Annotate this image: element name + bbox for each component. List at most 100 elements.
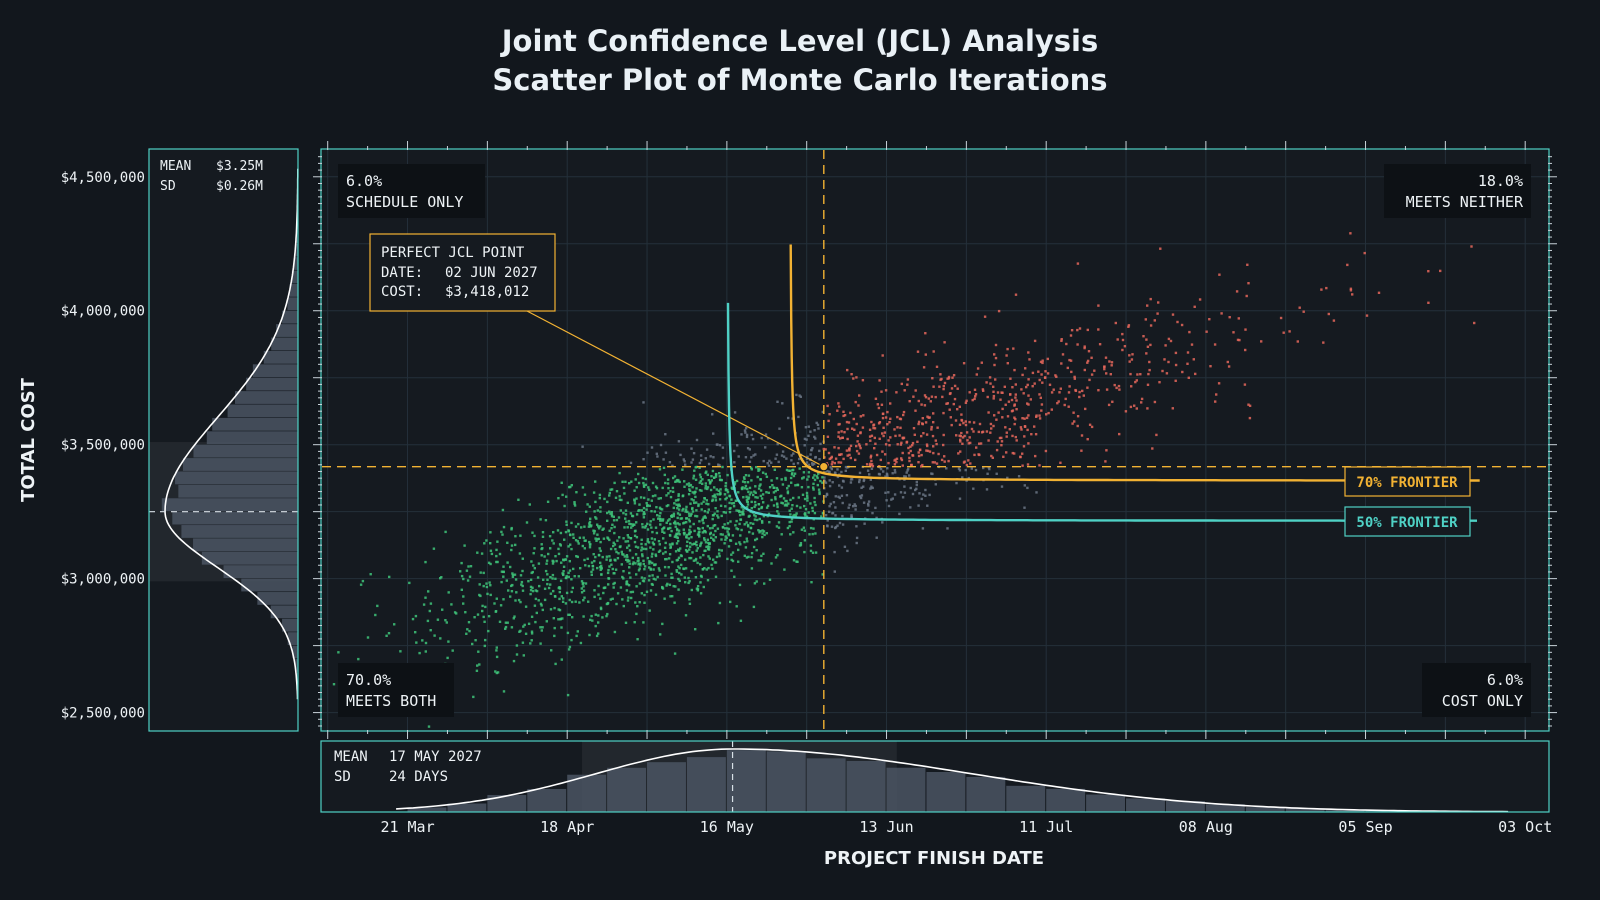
- scatter-point: [1244, 328, 1247, 331]
- scatter-point: [664, 541, 667, 545]
- scatter-point: [631, 590, 635, 594]
- scatter-point: [790, 459, 793, 462]
- scatter-point: [1073, 375, 1076, 379]
- scatter-point: [818, 449, 821, 453]
- scatter-point: [642, 516, 646, 519]
- scatter-point: [767, 491, 770, 494]
- scatter-point: [709, 488, 713, 492]
- scatter-point: [913, 433, 916, 436]
- scatter-point: [530, 615, 534, 618]
- scatter-point: [670, 529, 673, 533]
- scatter-point: [515, 644, 519, 647]
- scatter-point: [891, 497, 894, 500]
- scatter-point: [1027, 414, 1030, 417]
- scatter-point: [696, 588, 700, 591]
- scatter-point: [489, 593, 492, 597]
- quadrant-schedule-only-label: SCHEDULE ONLY: [346, 193, 463, 211]
- scatter-point: [843, 545, 847, 548]
- scatter-point: [836, 468, 839, 471]
- scatter-point: [1006, 362, 1009, 365]
- scatter-point: [943, 455, 946, 458]
- scatter-point: [792, 474, 796, 478]
- scatter-point: [786, 491, 790, 495]
- scatter-point: [1139, 373, 1142, 376]
- scatter-point: [587, 600, 590, 603]
- scatter-point: [1038, 464, 1041, 467]
- scatter-point: [713, 476, 716, 479]
- scatter-point: [1127, 325, 1130, 328]
- scatter-point: [642, 513, 645, 516]
- scatter-point: [654, 563, 657, 566]
- scatter-point: [1142, 335, 1145, 338]
- scatter-point: [767, 464, 771, 467]
- scatter-point: [521, 641, 525, 644]
- scatter-point: [674, 585, 677, 588]
- scatter-point: [678, 579, 681, 582]
- scatter-point: [995, 448, 999, 452]
- scatter-point: [1105, 372, 1108, 375]
- scatter-point: [511, 573, 515, 577]
- scatter-point: [673, 601, 676, 604]
- scatter-point: [824, 448, 827, 451]
- y-tick-label: $3,000,000: [61, 572, 145, 588]
- scatter-point: [642, 559, 645, 562]
- scatter-point: [812, 476, 815, 479]
- scatter-point: [612, 541, 615, 544]
- scatter-point: [640, 592, 643, 595]
- scatter-point: [583, 493, 587, 496]
- scatter-point: [760, 554, 763, 558]
- scatter-point: [714, 536, 717, 539]
- scatter-point: [989, 431, 992, 434]
- scatter-point: [668, 583, 672, 586]
- scatter-point: [544, 519, 548, 522]
- scatter-point: [424, 650, 427, 653]
- scatter-point: [1349, 287, 1353, 290]
- scatter-point: [652, 542, 655, 546]
- scatter-point: [968, 420, 971, 424]
- scatter-point: [1226, 360, 1229, 364]
- scatter-point: [582, 615, 585, 618]
- date-hist-bar: [1205, 804, 1245, 812]
- scatter-point: [791, 504, 794, 507]
- scatter-point: [569, 485, 572, 489]
- scatter-point: [697, 531, 700, 534]
- scatter-point: [991, 456, 994, 459]
- scatter-point: [625, 582, 628, 586]
- scatter-point: [834, 506, 837, 509]
- scatter-point: [1074, 389, 1078, 392]
- scatter-point: [980, 431, 984, 434]
- scatter-point: [676, 516, 679, 520]
- scatter-point: [854, 400, 857, 404]
- scatter-point: [424, 596, 427, 599]
- scatter-point: [642, 621, 645, 624]
- scatter-point: [691, 510, 695, 513]
- scatter-point: [1103, 365, 1106, 368]
- scatter-point: [594, 480, 597, 483]
- scatter-point: [647, 579, 651, 582]
- scatter-point: [648, 488, 651, 491]
- scatter-point: [853, 503, 856, 506]
- scatter-point: [573, 501, 576, 504]
- scatter-point: [893, 493, 897, 496]
- scatter-point: [790, 507, 793, 510]
- scatter-point: [1050, 408, 1053, 411]
- scatter-point: [644, 483, 648, 486]
- scatter-point: [1104, 356, 1108, 359]
- scatter-point: [989, 382, 992, 385]
- scatter-point: [875, 516, 878, 520]
- scatter-point: [580, 580, 584, 583]
- scatter-point: [868, 435, 872, 438]
- scatter-point: [745, 521, 748, 524]
- scatter-point: [1067, 391, 1071, 394]
- scatter-point: [623, 492, 626, 495]
- scatter-point: [681, 494, 684, 498]
- scatter-point: [627, 536, 630, 539]
- scatter-point: [649, 520, 652, 523]
- scatter-point: [909, 486, 912, 490]
- scatter-point: [647, 486, 650, 489]
- scatter-point: [858, 478, 861, 482]
- y-tick-label: $4,500,000: [61, 170, 145, 186]
- scatter-point: [539, 642, 542, 645]
- scatter-point: [1208, 318, 1211, 321]
- scatter-point: [567, 571, 570, 575]
